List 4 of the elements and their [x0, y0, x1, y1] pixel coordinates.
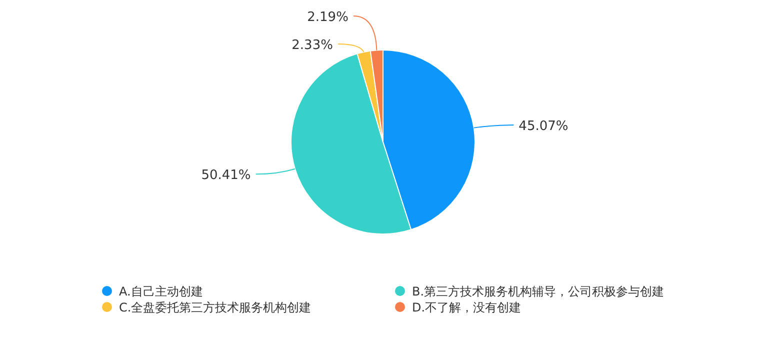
- legend-label: A.自己主动创建: [119, 284, 203, 298]
- legend-label: B.第三方技术服务机构辅导，公司积极参与创建: [412, 284, 664, 298]
- legend-label: D.不了解，没有创建: [412, 300, 522, 314]
- legend-label: C.全盘委托第三方技术服务机构创建: [119, 300, 312, 314]
